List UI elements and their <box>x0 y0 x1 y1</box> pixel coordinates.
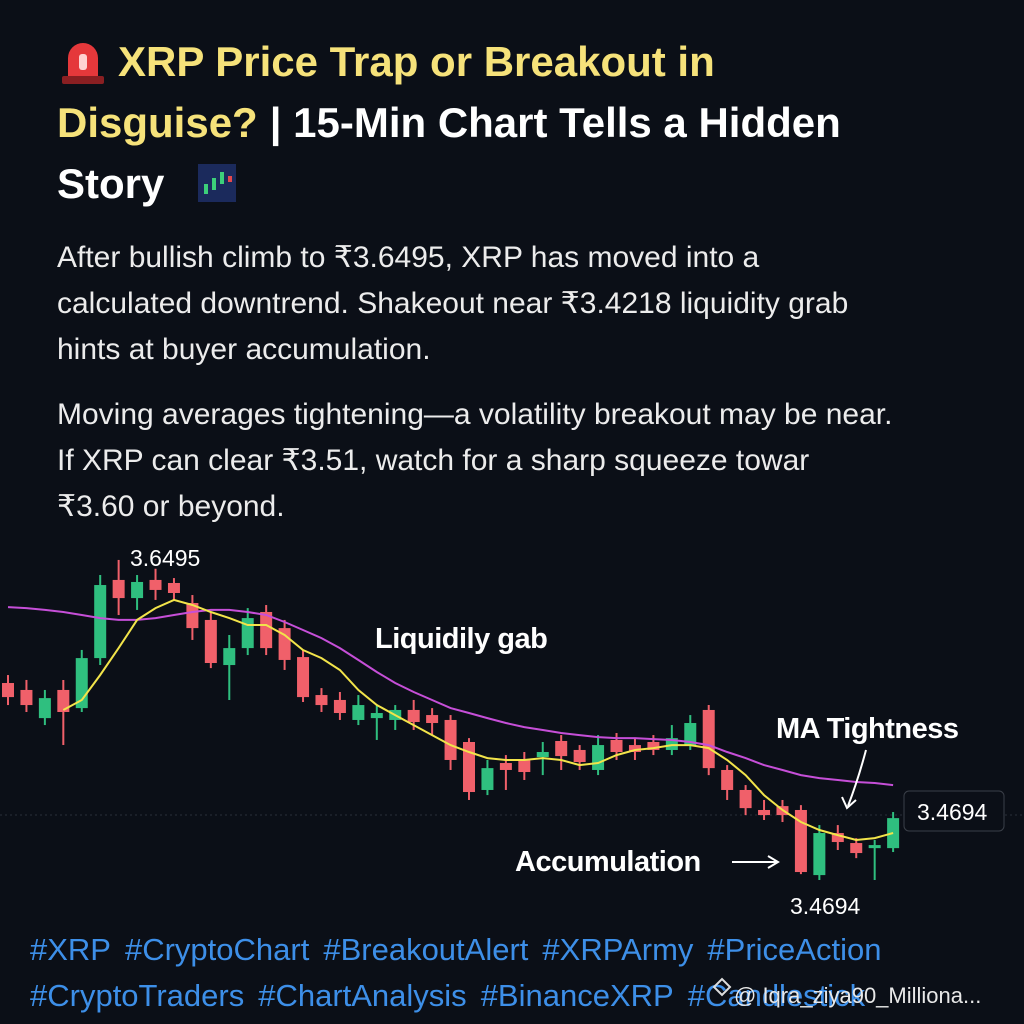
candle-body <box>407 709 420 723</box>
hashtag-line: #XRP #CryptoChart #BreakoutAlert #XRPArmy #P… <box>30 932 881 967</box>
candle-body <box>444 719 457 760</box>
title-line: Disguise? | 15-Min Chart Tells a Hidden <box>57 99 841 147</box>
paragraph-line: Moving averages tightening—a volatility … <box>57 398 892 431</box>
candle-body <box>665 738 678 750</box>
candle-body <box>518 759 531 773</box>
candlestick-chart <box>2 559 900 880</box>
candle-body <box>131 581 144 599</box>
chart-annotation: 3.4694 <box>790 893 861 919</box>
candle-body <box>831 833 844 843</box>
candle-body <box>167 582 180 593</box>
candle-body <box>868 845 881 849</box>
hashtag: #CryptoTraders <box>30 978 244 1013</box>
price-tag <box>903 790 1005 832</box>
candle-body <box>352 705 365 720</box>
candle-body <box>149 579 162 590</box>
candle-body <box>647 742 660 750</box>
candle-body <box>536 752 549 758</box>
chart-annotation: MA Tightness <box>776 713 959 745</box>
candle-body <box>702 709 715 769</box>
candle-body <box>297 657 310 698</box>
hashtag: #XRPArmy <box>542 932 694 967</box>
hashtag: #BreakoutAlert <box>323 932 528 967</box>
candle-body <box>628 745 641 753</box>
paragraph-line: After bullish climb to ₹3.6495, XRP has … <box>57 241 760 274</box>
candle-body <box>610 739 623 753</box>
chart-annotation: 3.6495 <box>130 545 200 571</box>
candle-body <box>204 619 217 664</box>
candle-body <box>2 683 14 698</box>
hashtag: #BinanceXRP <box>481 978 674 1013</box>
paragraph-line: calculated downtrend. Shakeout near ₹3.4… <box>57 287 848 320</box>
watermark-text: @ Iqra_ziya90_Milliona... <box>734 983 981 1008</box>
title-segment: Disguise? <box>57 99 258 146</box>
candle-body <box>739 789 752 809</box>
candle-body <box>94 585 107 659</box>
candle-body <box>426 715 439 724</box>
chart-annotation: 3.4694 <box>917 799 988 825</box>
candle-body <box>20 689 33 706</box>
candle-body <box>721 769 734 790</box>
chart-annotation: Liquidily gab <box>375 623 547 655</box>
candle-body <box>38 698 51 719</box>
candle-body <box>223 648 236 666</box>
moving-average-line <box>7 606 894 787</box>
hashtag: #ChartAnalysis <box>258 978 466 1013</box>
candle-body <box>850 843 863 854</box>
paragraph-line: hints at buyer accumulation. <box>57 333 431 366</box>
candle-body <box>481 768 494 790</box>
candle-body <box>57 689 70 712</box>
candle-body <box>112 579 125 599</box>
candle-body <box>555 740 568 757</box>
title-line: XRP Price Trap or Breakout in <box>118 38 715 85</box>
candle-body <box>794 809 807 873</box>
paragraphs: After bullish climb to ₹3.6495, XRP has … <box>57 241 892 523</box>
candle-body <box>684 723 697 746</box>
watermark: @ Iqra_ziya90_Milliona... <box>712 977 981 1008</box>
arrows <box>732 749 867 869</box>
hashtag: #PriceAction <box>707 932 881 967</box>
title-line: Story <box>57 160 165 207</box>
candle-body <box>758 809 771 816</box>
chart-annotation: Accumulation <box>515 846 701 878</box>
candle-body <box>499 763 512 770</box>
candle-body <box>370 713 383 719</box>
moving-average-line <box>62 598 894 842</box>
title-segment: | 15-Min Chart Tells a Hidden <box>270 99 841 147</box>
paragraph-line: If XRP can clear ₹3.51, watch for a shar… <box>57 444 809 477</box>
paragraph-line: ₹3.60 or beyond. <box>57 490 285 523</box>
candle-body <box>463 742 475 793</box>
siren-icon <box>62 43 104 84</box>
hashtag: #XRP <box>30 932 111 967</box>
candle-body <box>278 628 291 660</box>
candle-body <box>186 602 199 629</box>
chart-icon <box>198 164 236 202</box>
hashtag: #CryptoChart <box>125 932 310 967</box>
candle-body <box>592 745 605 770</box>
candle-body <box>315 695 328 706</box>
candle-body <box>333 699 346 714</box>
candle-body <box>813 833 826 876</box>
candle-body <box>573 749 586 763</box>
candle-body <box>260 611 273 649</box>
